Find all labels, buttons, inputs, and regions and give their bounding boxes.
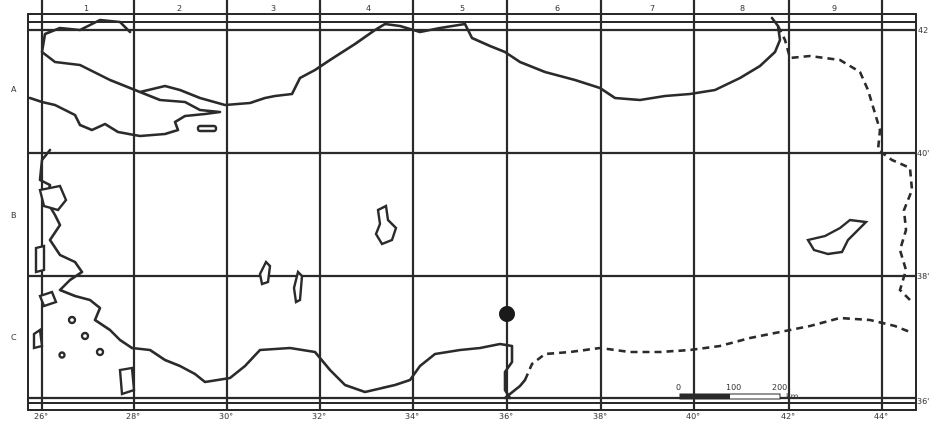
- longitude-label: 42°: [781, 412, 795, 421]
- column-label: 3: [271, 4, 276, 13]
- longitude-label: 30°: [219, 412, 233, 421]
- latitude-label: 40': [917, 149, 929, 158]
- aegean-island-2: [34, 244, 46, 274]
- lake-island-3: [292, 269, 304, 304]
- grid-lines: [28, 0, 916, 410]
- longitude-label: 38°: [593, 412, 607, 421]
- iskenderun-coast: [503, 378, 527, 400]
- map-frame: [27, 13, 917, 411]
- location-marker: [499, 306, 515, 322]
- column-label: 7: [650, 4, 655, 13]
- north-coastline-2: [138, 16, 782, 107]
- southern-border: [523, 316, 911, 381]
- aegean-island-3: [38, 290, 58, 308]
- south-coastline: [130, 342, 514, 400]
- latitude-label: 36': [917, 397, 929, 406]
- north-coastline: [28, 18, 222, 138]
- column-labels: 1 2 3 4 5 6 7 8 9: [84, 4, 837, 13]
- marmara-island: [196, 124, 218, 133]
- latitude-labels: 42 40' 38' 36': [917, 26, 929, 406]
- aegean-island: [38, 184, 68, 212]
- column-label: 4: [366, 4, 371, 13]
- longitude-label: 40°: [686, 412, 700, 421]
- longitude-label: 34°: [405, 412, 419, 421]
- aegean-islet: [67, 315, 77, 325]
- latitude-label: 42: [918, 26, 928, 35]
- longitude-label: 28°: [126, 412, 140, 421]
- column-label: 1: [84, 4, 89, 13]
- lake-island: [374, 204, 398, 246]
- row-label: A: [11, 85, 17, 94]
- scale-tick-100: 100: [726, 383, 741, 392]
- aegean-island-4: [32, 327, 44, 350]
- latitude-label: 38': [917, 272, 929, 281]
- column-label: 9: [832, 4, 837, 13]
- column-label: 8: [740, 4, 745, 13]
- column-label: 5: [460, 4, 465, 13]
- longitude-label: 44°: [874, 412, 888, 421]
- row-label: B: [11, 211, 17, 220]
- aegean-islet: [80, 331, 90, 341]
- scale-tick-0: 0: [676, 383, 681, 392]
- aegean-islet: [95, 347, 105, 357]
- longitude-label: 26°: [34, 412, 48, 421]
- scale-tick-200: 200: [772, 383, 787, 392]
- row-labels: A B C: [11, 85, 17, 342]
- eastern-border: [776, 25, 914, 301]
- lake-island-2: [258, 259, 272, 286]
- longitude-label: 32°: [312, 412, 326, 421]
- column-label: 2: [177, 4, 182, 13]
- aegean-island-5: [118, 366, 136, 396]
- longitude-label: 36°: [499, 412, 513, 421]
- aegean-islet: [58, 351, 66, 359]
- scale-bar: 0 100 200 km: [676, 383, 799, 401]
- west-coastline: [38, 148, 134, 350]
- longitude-labels: 26° 28° 30° 32° 34° 36° 38° 40° 42° 44°: [34, 412, 888, 421]
- column-label: 6: [555, 4, 560, 13]
- eastern-island: [806, 218, 869, 256]
- scale-unit: km: [786, 392, 799, 401]
- row-label: C: [11, 333, 17, 342]
